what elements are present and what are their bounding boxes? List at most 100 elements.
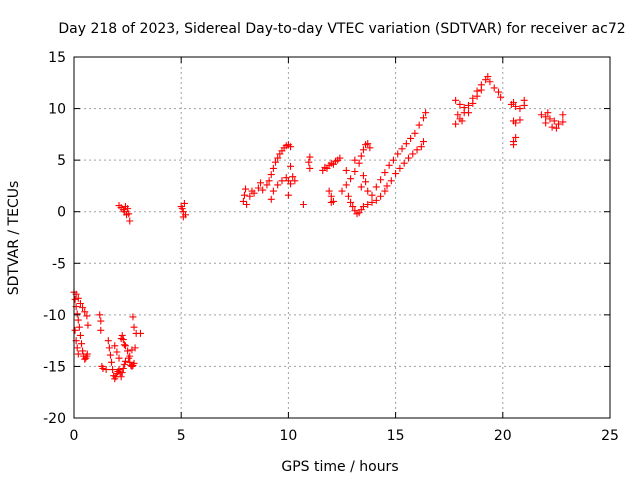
data-point [259,186,267,194]
data-point [267,171,275,179]
data-point [490,84,498,92]
x-tick-label: 5 [177,428,186,444]
data-point [242,185,250,193]
y-tick-label: -10 [43,308,66,324]
data-point [97,317,105,325]
data-point [387,177,395,185]
data-point [105,344,113,352]
data-point [544,109,552,117]
data-point [120,341,128,349]
data-point [108,358,116,366]
data-point [364,200,372,208]
data-point [389,156,397,164]
data-point [550,117,558,125]
data-point [73,310,81,318]
data-point [254,184,262,192]
x-tick-label: 15 [387,428,405,444]
data-point [394,150,402,158]
data-point [338,187,346,195]
data-point [351,167,359,175]
y-tick-label: -20 [43,411,66,427]
data-point [469,99,477,107]
data-point [362,178,370,186]
data-point [377,176,385,184]
data-point [79,304,87,312]
data-point [344,192,352,200]
data-point [366,144,374,152]
data-point [306,164,314,172]
data-point [272,158,280,166]
data-point [342,181,350,189]
data-point [452,120,460,128]
data-point [79,347,87,355]
data-point [484,73,492,81]
data-point [267,195,275,203]
data-point [83,312,91,320]
data-point [84,321,92,329]
data-point [546,115,554,123]
data-point [555,120,563,128]
data-point [419,114,427,122]
data-point [287,180,295,188]
x-axis-title: GPS time / hours [281,459,398,475]
data-point [510,141,518,149]
data-point [299,200,307,208]
y-axis-title: SDTVAR / TECUs [6,181,22,296]
data-point [357,183,365,191]
data-point [516,116,524,124]
data-point [404,154,412,162]
data-point [422,109,430,117]
data-point [452,96,460,104]
data-point [357,152,365,160]
data-point [274,154,282,162]
data-point [383,182,391,190]
data-point [417,143,425,151]
data-point [109,366,117,374]
data-point [537,111,545,119]
data-point [458,117,466,125]
data-point [263,181,271,189]
data-point [97,326,105,334]
data-point [464,109,472,117]
data-point [409,150,417,158]
data-point [118,331,126,339]
data-point [460,104,468,112]
data-point [177,203,185,211]
data-point [123,211,131,219]
data-point [305,158,313,166]
data-point [102,366,110,374]
data-point [278,177,286,185]
x-tick-label: 10 [279,428,297,444]
data-point [477,86,485,94]
data-point [392,170,400,178]
data-point [559,118,567,126]
y-tick-label: 0 [57,205,66,221]
data-point [407,134,415,142]
data-point [398,145,406,153]
data-point [246,192,254,200]
y-tick-label: 15 [48,50,66,66]
data-point [368,191,376,199]
data-point [291,177,299,185]
data-point [257,179,265,187]
y-tick-label: 5 [57,153,66,169]
data-point [411,129,419,137]
data-point [83,350,91,358]
data-point [180,199,188,207]
data-point [121,342,129,350]
data-point [347,175,355,183]
data-point [76,331,84,339]
data-point [124,205,132,213]
data-point [342,166,350,174]
data-point [117,373,125,381]
data-point [274,181,282,189]
data-point [495,88,503,96]
data-point [76,300,84,308]
data-point [111,342,119,350]
data-point [456,100,464,108]
data-point [284,191,292,199]
data-point [115,354,123,362]
data-point [396,164,404,172]
data-point [119,364,127,372]
data-point [126,352,134,360]
